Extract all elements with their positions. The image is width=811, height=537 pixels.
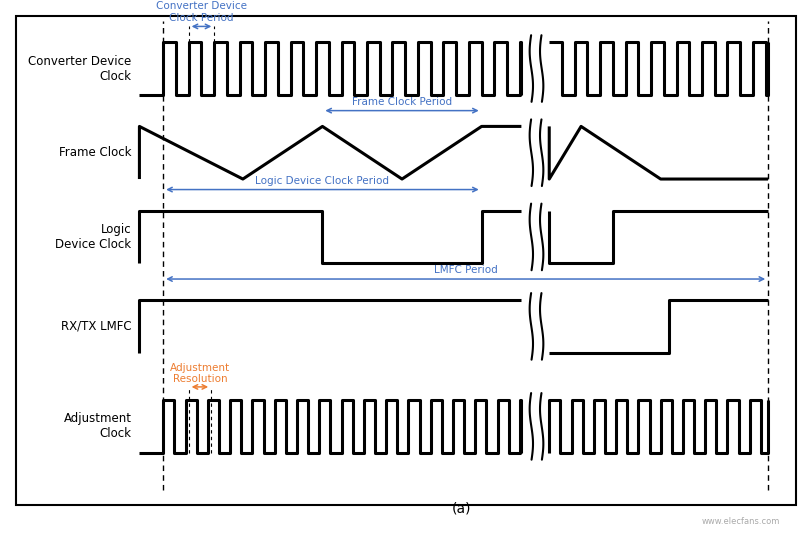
Text: Logic
Device Clock: Logic Device Clock <box>55 223 131 251</box>
Text: Frame Clock: Frame Clock <box>59 146 131 159</box>
Text: www.elecfans.com: www.elecfans.com <box>701 517 779 526</box>
Text: Converter Device
Clock: Converter Device Clock <box>28 55 131 83</box>
Text: LMFC Period: LMFC Period <box>433 265 497 275</box>
Text: Converter Device
Clock Period: Converter Device Clock Period <box>156 1 247 23</box>
Text: Adjustment
Clock: Adjustment Clock <box>63 412 131 440</box>
Text: Adjustment
Resolution: Adjustment Resolution <box>169 362 230 384</box>
Text: Frame Clock Period: Frame Clock Period <box>351 97 452 107</box>
Text: RX/TX LMFC: RX/TX LMFC <box>61 320 131 333</box>
Text: (a): (a) <box>452 502 471 516</box>
Text: Logic Device Clock Period: Logic Device Clock Period <box>255 176 389 186</box>
